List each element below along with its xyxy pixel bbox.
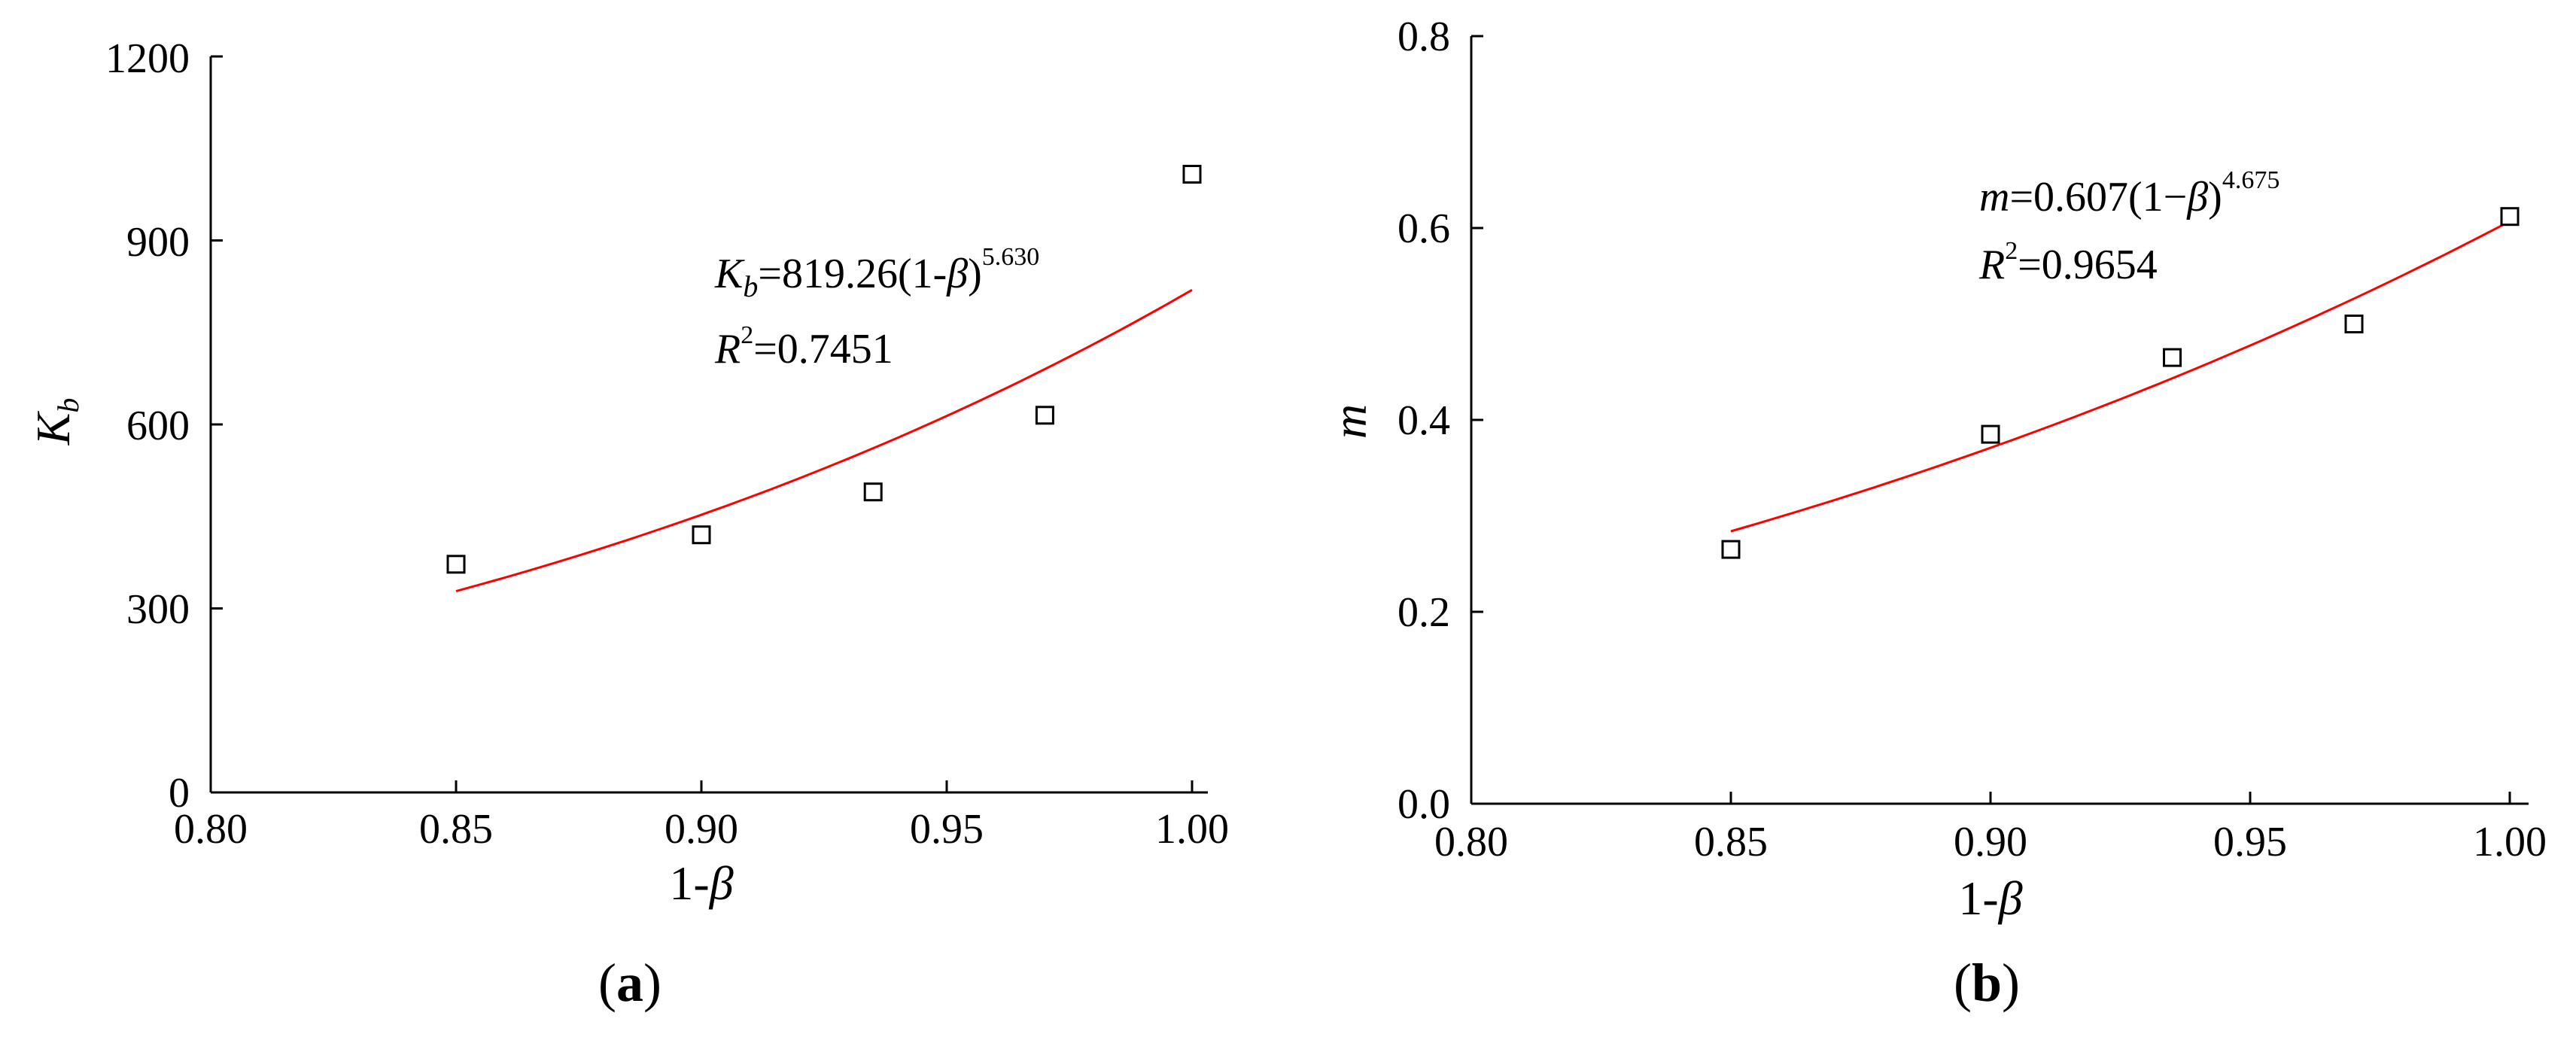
chart-b-panel-label: (b) bbox=[1954, 953, 2020, 1013]
chart-b-y-tick-label: 0.8 bbox=[1397, 14, 1450, 60]
chart-a-y-tick-label: 900 bbox=[126, 219, 190, 266]
chart-a-x-axis-title: 1-β bbox=[669, 856, 733, 910]
chart-a-marks bbox=[209, 55, 1202, 794]
chart-a-y-tick-label: 300 bbox=[126, 586, 190, 633]
chart-a-data-point bbox=[446, 555, 466, 574]
chart-b-data-point bbox=[1721, 540, 1741, 559]
chart-a-x-tick-label: 0.85 bbox=[419, 806, 493, 853]
chart-a-data-point bbox=[692, 525, 711, 545]
chart-b-y-tick-label: 0.0 bbox=[1397, 781, 1450, 828]
chart-b-fit-curve bbox=[1730, 220, 2511, 533]
chart-b-x-tick-label: 0.90 bbox=[1954, 819, 2027, 865]
chart-b-x-tick-label: 0.95 bbox=[2213, 819, 2287, 865]
chart-b-y-axis-title: m bbox=[1323, 404, 1376, 439]
chart-a-y-tick-label: 0 bbox=[169, 770, 190, 817]
chart-b-y-tick-label: 0.2 bbox=[1397, 589, 1450, 636]
chart-a-x-tick-label: 0.95 bbox=[910, 806, 984, 853]
chart-a-fit-curve bbox=[455, 288, 1193, 593]
chart-a-fit-r2: R2=0.7451 bbox=[714, 321, 893, 373]
chart-b-data-point bbox=[1981, 424, 2000, 444]
chart-b-y-tick-label: 0.6 bbox=[1397, 205, 1450, 252]
chart-a-x-tick-label: 0.80 bbox=[174, 806, 248, 853]
chart-panel-b: 0.0 0.2 0.4 0.6 0.8 0.80 0.85 0.90 0.95 … bbox=[1323, 14, 2547, 1013]
chart-a-data-point bbox=[863, 482, 883, 502]
chart-b-data-point bbox=[2344, 315, 2364, 333]
chart-a-x-tick-label: 1.00 bbox=[1155, 806, 1229, 853]
chart-a-panel-label: (a) bbox=[598, 953, 661, 1013]
chart-b-marks bbox=[1470, 35, 2520, 805]
chart-b-y-tick-label: 0.4 bbox=[1397, 397, 1450, 444]
chart-panel-a: 0 300 600 900 1200 0.80 0.85 0.90 0.95 1… bbox=[26, 35, 1229, 1013]
chart-a-data-point bbox=[1035, 406, 1054, 425]
chart-b-x-tick-label: 0.85 bbox=[1694, 819, 1768, 865]
chart-b-x-axis-title: 1-β bbox=[1958, 871, 2022, 925]
chart-b-data-point bbox=[2500, 207, 2520, 227]
chart-a-data-point bbox=[1182, 165, 1202, 184]
chart-a-y-tick-label: 600 bbox=[126, 403, 190, 449]
chart-a-fit-equation: Kb=819.26(1-β)5.630 bbox=[714, 243, 1039, 303]
chart-b-data-point bbox=[2163, 348, 2182, 367]
chart-b-x-tick-label: 0.80 bbox=[1434, 819, 1508, 865]
chart-a-x-tick-label: 0.90 bbox=[665, 806, 738, 853]
chart-a-y-tick-label: 1200 bbox=[105, 35, 190, 82]
chart-b-fit-equation: m=0.607(1−β)4.675 bbox=[1979, 166, 2279, 220]
chart-a-y-axis-title: Kb bbox=[26, 398, 85, 446]
chart-b-fit-r2: R2=0.9654 bbox=[1978, 237, 2158, 288]
chart-b-x-tick-label: 1.00 bbox=[2473, 819, 2547, 865]
